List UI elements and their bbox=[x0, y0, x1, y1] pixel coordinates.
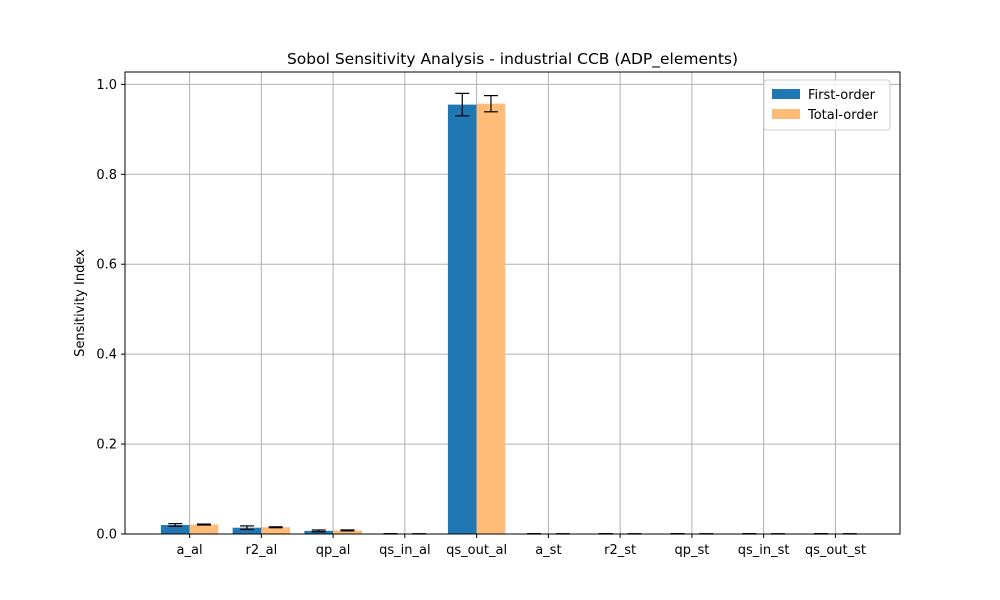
x-tick-label: qs_in_st bbox=[738, 543, 790, 558]
legend-label: First-order bbox=[808, 88, 876, 103]
plot-frame bbox=[124, 71, 901, 535]
bar-first-order bbox=[447, 104, 477, 534]
y-axis-ticks: 0.0 0.2 0.4 0.6 0.8 1.0 bbox=[96, 78, 125, 543]
bars bbox=[160, 103, 865, 534]
legend-label: Total-order bbox=[807, 108, 879, 123]
x-tick-label: qp_al bbox=[316, 543, 351, 558]
bar-total-order bbox=[261, 527, 291, 534]
x-tick-label: r2_st bbox=[604, 543, 636, 558]
y-tick-label: 0.6 bbox=[96, 258, 117, 273]
bar-first-order bbox=[232, 527, 262, 534]
bar-total-order bbox=[189, 524, 219, 534]
y-tick-label: 0.8 bbox=[96, 168, 117, 183]
legend: First-order Total-order bbox=[763, 79, 891, 131]
bar-total-order bbox=[476, 103, 506, 534]
x-tick-label: qs_out_al bbox=[446, 543, 507, 558]
bar-first-order bbox=[304, 530, 334, 534]
x-tick-label: qp_st bbox=[674, 543, 709, 558]
y-tick-label: 0.4 bbox=[96, 348, 117, 363]
x-tick-label: qs_in_al bbox=[379, 543, 430, 558]
x-axis-ticks: a_al r2_al qp_al qs_in_al qs_out_al a_st r2_st… bbox=[177, 534, 866, 558]
y-tick-label: 1.0 bbox=[96, 78, 117, 93]
x-tick-label: a_al bbox=[177, 543, 203, 558]
x-tick-label: r2_al bbox=[245, 543, 277, 558]
chart-title: Sobol Sensitivity Analysis - industrial … bbox=[287, 50, 738, 69]
y-tick-label: 0.0 bbox=[96, 528, 117, 543]
x-tick-label: a_st bbox=[535, 543, 561, 558]
y-tick-label: 0.2 bbox=[96, 438, 117, 453]
bar-total-order bbox=[333, 530, 362, 534]
x-tick-label: qs_out_st bbox=[805, 543, 866, 558]
legend-swatch bbox=[772, 109, 800, 119]
legend-swatch bbox=[772, 89, 800, 99]
bar-first-order bbox=[160, 525, 190, 534]
y-axis-label: Sensitivity Index bbox=[73, 249, 88, 357]
